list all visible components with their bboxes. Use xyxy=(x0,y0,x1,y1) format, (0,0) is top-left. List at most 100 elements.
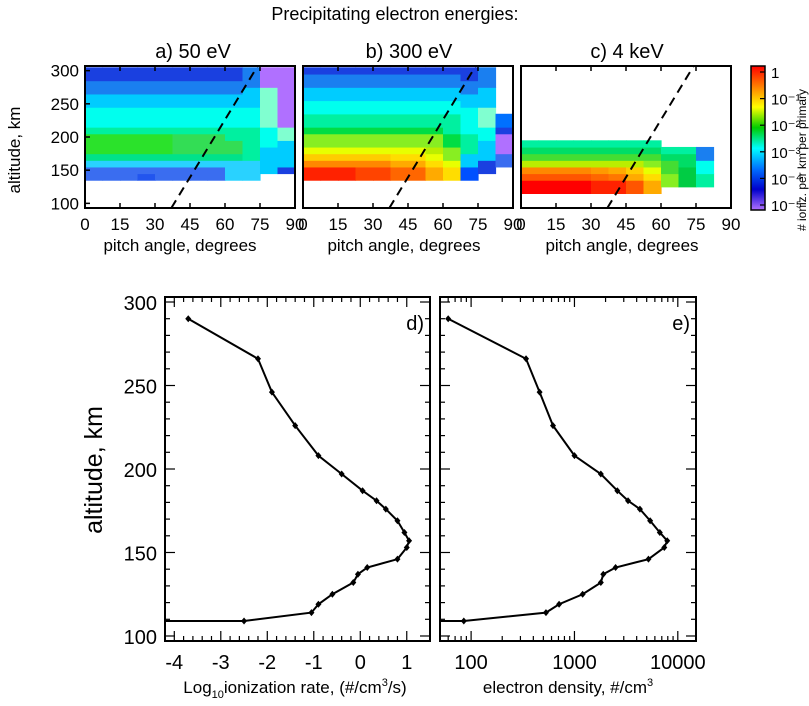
heatmap-cell xyxy=(355,166,374,181)
x-tick-label: 90 xyxy=(722,215,741,234)
heatmap-cell xyxy=(408,87,427,102)
data-point-marker xyxy=(600,570,607,578)
y-tick-label: 200 xyxy=(51,128,79,147)
minor-ticks-e xyxy=(439,297,696,641)
heatmap-cell xyxy=(373,153,392,161)
heatmap-cell xyxy=(443,67,462,75)
heatmap-cell xyxy=(338,113,357,128)
y-ticks-d: 100 150 200 250 300 xyxy=(124,293,157,649)
x-tick-label: 10000 xyxy=(650,652,706,674)
heatmap-cell xyxy=(207,166,226,181)
heatmap-cell xyxy=(661,160,680,175)
heatmap-cell xyxy=(120,107,139,128)
heatmap-cell xyxy=(277,67,296,128)
heatmap-cell xyxy=(102,153,121,161)
data-point-marker xyxy=(359,487,366,495)
data-point-marker xyxy=(542,609,549,617)
heatmap-cell xyxy=(538,140,557,148)
heatmap-cells-a xyxy=(85,67,296,181)
heatmap-cell xyxy=(303,146,322,155)
y-tick-label: 300 xyxy=(51,62,79,81)
heatmap-cell xyxy=(85,133,104,155)
heatmap-cell xyxy=(443,87,462,102)
heatmap-cell xyxy=(277,127,296,141)
heatmap-cell xyxy=(556,140,575,148)
ionization-rate-line xyxy=(165,317,411,622)
panel-label-d: d) xyxy=(406,313,424,335)
heatmap-cell xyxy=(242,107,261,128)
heatmap-cell xyxy=(172,160,191,168)
heatmap-panel-4kev: c) 4 keV 0 15 30 45 60 75 90 pitch angle, degr… xyxy=(516,41,740,255)
data-point-marker xyxy=(315,600,322,608)
heatmap-cell xyxy=(443,100,462,115)
heatmap-cell xyxy=(556,146,575,155)
heatmap-cell xyxy=(242,127,261,161)
heatmap-cell xyxy=(320,160,339,168)
heatmap-cell xyxy=(425,146,444,155)
x-tick-label: 75 xyxy=(687,215,706,234)
heatmap-cell xyxy=(102,127,121,135)
heatmap-cell xyxy=(626,146,645,155)
heatmap-cell xyxy=(408,166,427,181)
heatmap-cell xyxy=(137,80,156,95)
heatmap-cell xyxy=(102,107,121,128)
y-ticks-a: 100 150 200 250 300 xyxy=(51,62,90,213)
heatmap-cell xyxy=(573,180,592,195)
heatmap-cell xyxy=(137,133,156,155)
heatmap-cell xyxy=(538,180,557,195)
heatmap-cell xyxy=(573,146,592,155)
heatmap-cell xyxy=(355,153,374,161)
heatmap-cell xyxy=(120,160,139,168)
heatmap-cell xyxy=(303,127,322,135)
data-point-marker xyxy=(308,609,315,617)
heatmap-cell xyxy=(573,140,592,148)
x-tick-label: 30 xyxy=(364,215,383,234)
x-tick-label: -4 xyxy=(165,652,183,674)
heatmap-cell xyxy=(137,166,156,175)
data-point-marker xyxy=(460,617,467,625)
heatmap-cell xyxy=(338,160,357,168)
colorbar-tick-label: 1 xyxy=(771,65,779,82)
heatmap-cell xyxy=(207,127,226,135)
heatmap-cell xyxy=(408,100,427,115)
heatmap-cell xyxy=(102,133,121,155)
colorbar-tick-label: 10⁻⁴ xyxy=(771,171,802,188)
heatmap-cell xyxy=(320,73,339,88)
heatmap-cell xyxy=(320,100,339,115)
heatmap-cell xyxy=(408,153,427,161)
x-tick-label: 45 xyxy=(399,215,418,234)
heatmap-cell xyxy=(155,67,174,82)
heatmap-cell xyxy=(591,180,610,195)
x-tick-label: 15 xyxy=(111,215,130,234)
x-tick-label: 60 xyxy=(434,215,453,234)
panel-label-e: e) xyxy=(672,313,690,335)
panel-title-c: c) 4 keV xyxy=(590,41,664,63)
data-point-marker xyxy=(241,617,248,625)
heatmap-cell xyxy=(521,153,540,161)
y-tick-label: 150 xyxy=(51,161,79,180)
heatmap-cell xyxy=(573,173,592,181)
heatmap-cell xyxy=(661,173,680,188)
heatmap-cell xyxy=(390,67,409,75)
colorbar-label: # ioniz. per km per primary xyxy=(795,89,809,231)
heatmap-cell xyxy=(460,166,479,181)
heatmap-cell xyxy=(207,80,226,95)
heatmap-cell xyxy=(626,153,645,161)
x-ticks-c: 0 15 30 45 60 75 90 xyxy=(516,66,740,234)
heatmap-cell xyxy=(85,166,104,181)
heatmap-cell xyxy=(696,160,715,175)
heatmap-cell xyxy=(355,146,374,155)
x-axis-label-d: Log10ionization rate, (#/cm3/s) xyxy=(183,677,406,701)
heatmap-cell xyxy=(643,140,662,148)
heatmap-cell xyxy=(373,160,392,168)
heatmap-cell xyxy=(460,80,479,95)
x-tick-label: -1 xyxy=(305,652,323,674)
heatmap-cell xyxy=(207,93,226,108)
data-point-marker xyxy=(254,355,261,363)
heatmap-cell xyxy=(390,160,409,168)
x-tick-label: 75 xyxy=(469,215,488,234)
heatmap-cell xyxy=(408,127,427,135)
data-point-marker xyxy=(571,452,578,460)
heatmap-cell xyxy=(643,146,662,155)
